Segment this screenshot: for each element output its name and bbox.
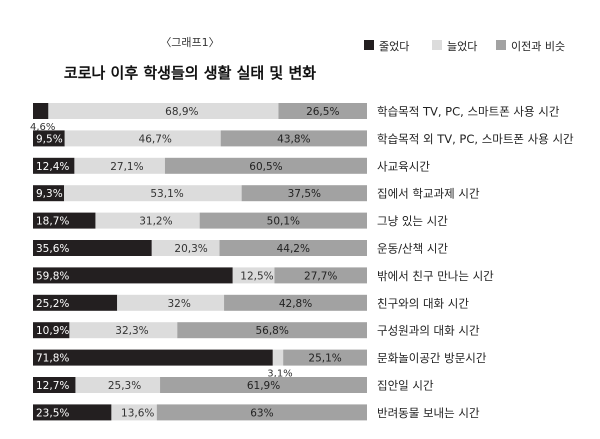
data-label-2-5: 44,2%	[277, 243, 310, 255]
data-label-2-9: 25,1%	[308, 353, 341, 365]
bar-2-1	[220, 130, 367, 147]
legend-label-1: 늘었다	[447, 40, 477, 53]
bar-2-9	[283, 349, 367, 366]
data-label-0-6: 59,8%	[36, 270, 69, 282]
bar-0-1	[33, 130, 65, 147]
category-label-9: 문화놀이공간 방문시간	[377, 351, 487, 365]
bar-0-9	[33, 349, 273, 366]
data-label-2-10: 61,9%	[247, 380, 280, 392]
data-label-1-4: 31,2%	[139, 216, 172, 228]
bar-1-4	[95, 212, 200, 229]
category-label-7: 친구와의 대화 시간	[377, 296, 469, 310]
bar-2-7	[224, 294, 367, 311]
category-label-5: 운동/산책 시간	[377, 242, 448, 256]
bar-0-6	[33, 267, 233, 284]
data-label-1-7: 32%	[167, 298, 190, 310]
category-label-8: 구성원과의 대화 시간	[377, 324, 480, 338]
data-label-1-9: 3,1%	[267, 369, 292, 380]
data-label-1-6: 12,5%	[240, 270, 273, 282]
data-label-2-3: 37,5%	[288, 188, 321, 200]
data-label-2-4: 50,1%	[267, 216, 300, 228]
data-label-1-0: 68,9%	[165, 106, 198, 118]
category-label-0: 학습목적 TV, PC, 스마트폰 사용 시간	[377, 105, 560, 119]
bar-0-3	[33, 185, 65, 202]
bar-0-5	[33, 240, 152, 256]
data-label-0-8: 10,9%	[36, 325, 69, 337]
data-label-2-7: 42,8%	[279, 298, 312, 310]
bar-0-0	[33, 103, 49, 119]
legend-swatch-2	[496, 40, 506, 50]
bar-1-6	[232, 267, 275, 284]
bar-0-7	[33, 294, 118, 311]
bar-1-3	[64, 185, 242, 202]
data-label-1-11: 13,6%	[121, 407, 154, 419]
data-label-0-5: 35,6%	[36, 243, 69, 255]
data-label-1-8: 32,3%	[115, 325, 148, 337]
data-label-2-0: 26,5%	[306, 106, 339, 118]
bar-2-10	[160, 377, 367, 393]
bar-1-1	[64, 130, 221, 147]
legend-label-2: 이전과 비슷	[511, 40, 565, 53]
data-label-2-6: 27,7%	[304, 270, 337, 282]
data-label-0-0: 4,6%	[30, 122, 55, 133]
legend-label-0: 줄었다	[379, 40, 409, 53]
bar-0-10	[33, 377, 76, 393]
bar-0-2	[33, 157, 75, 174]
bar-2-4	[199, 212, 367, 229]
bar-2-6	[274, 267, 367, 284]
data-label-0-7: 25,2%	[36, 298, 69, 310]
data-label-1-1: 46,7%	[139, 133, 172, 145]
data-label-0-2: 12,4%	[36, 161, 69, 173]
bar-1-8	[69, 322, 178, 339]
data-label-2-2: 60,5%	[249, 161, 282, 173]
bar-0-8	[33, 322, 70, 339]
legend-swatch-1	[432, 40, 442, 50]
data-label-1-2: 27,1%	[110, 161, 143, 173]
bar-1-11	[111, 404, 157, 421]
category-label-10: 집안일 시간	[377, 379, 434, 393]
data-label-0-10: 12,7%	[36, 380, 69, 392]
bar-1-10	[75, 377, 161, 393]
bar-0-4	[33, 212, 96, 229]
bar-2-0	[278, 103, 367, 119]
data-label-1-10: 25,3%	[108, 380, 141, 392]
category-label-2: 사교육시간	[377, 159, 430, 173]
chart-title: 코로나 이후 학생들의 생활 실태 및 변화	[64, 64, 316, 82]
bar-1-5	[151, 240, 220, 256]
chart-label: 〈그래프1〉	[160, 36, 219, 49]
bar-2-3	[241, 185, 367, 202]
data-label-0-3: 9,3%	[36, 188, 63, 200]
bar-1-9	[272, 349, 284, 366]
category-label-4: 그냥 있는 시간	[377, 214, 448, 228]
bar-2-2	[164, 157, 367, 174]
data-label-2-11: 63%	[250, 407, 273, 419]
bar-2-8	[177, 322, 367, 339]
bar-2-5	[219, 240, 367, 256]
category-label-11: 반려동물 보내는 시간	[377, 406, 480, 420]
bar-1-2	[74, 157, 165, 174]
bar-2-11	[156, 404, 367, 421]
category-label-1: 학습목적 외 TV, PC, 스마트폰 사용 시간	[377, 132, 574, 146]
data-label-0-1: 9,5%	[36, 133, 63, 145]
category-label-3: 집에서 학교과제 시간	[377, 187, 480, 201]
data-label-2-8: 56,8%	[255, 325, 288, 337]
data-label-1-5: 20,3%	[174, 243, 207, 255]
category-label-6: 밖에서 친구 만나는 시간	[377, 269, 494, 283]
data-label-1-3: 53,1%	[150, 188, 183, 200]
legend-swatch-0	[364, 40, 374, 50]
data-label-2-1: 43,8%	[277, 133, 310, 145]
data-label-0-4: 18,7%	[36, 216, 69, 228]
bar-1-0	[48, 103, 279, 119]
data-label-0-11: 23,5%	[36, 407, 69, 419]
data-label-0-9: 71,8%	[36, 353, 69, 365]
bar-0-11	[33, 404, 112, 421]
bar-1-7	[117, 294, 225, 311]
